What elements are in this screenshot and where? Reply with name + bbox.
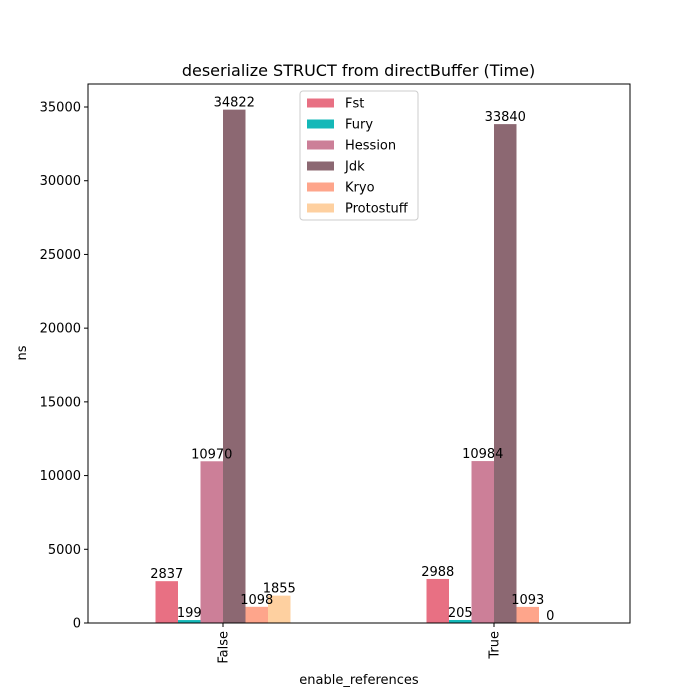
plot-area-frame xyxy=(87,83,631,624)
x-axis: False True xyxy=(217,623,503,664)
data-label-kryo-true: 1093 xyxy=(511,593,544,608)
bar-fst-false xyxy=(155,581,178,623)
data-label-fury-false: 199 xyxy=(177,606,202,621)
bar-hession-false xyxy=(200,461,223,623)
legend-label-fury: Fury xyxy=(345,118,373,133)
data-label-fury-true: 205 xyxy=(448,606,473,621)
x-axis-label: enable_references xyxy=(299,673,419,688)
bar-kryo-true xyxy=(516,606,539,623)
legend-swatch-hession xyxy=(307,140,334,150)
legend-label-hession: Hession xyxy=(345,139,396,154)
bar-protostuff-false xyxy=(268,595,291,623)
data-label-jdk-false: 34822 xyxy=(214,96,255,111)
y-tick-label: 25000 xyxy=(40,248,81,263)
bar-kryo-false xyxy=(245,606,268,623)
y-axis: 0 5000 10000 15000 20000 25000 30000 35000 xyxy=(40,101,88,632)
bars-group xyxy=(155,109,539,623)
legend: Fst Fury Hession Jdk Kryo Protostuff xyxy=(299,90,419,221)
y-tick-label: 20000 xyxy=(40,322,81,337)
legend-label-kryo: Kryo xyxy=(345,181,375,196)
bar-jdk-true xyxy=(494,124,517,623)
chart-title: deserialize STRUCT from directBuffer (Ti… xyxy=(182,61,535,80)
legend-label-fst: Fst xyxy=(345,97,364,112)
y-axis-label: ns xyxy=(15,345,30,360)
y-tick-label: 15000 xyxy=(40,395,81,410)
legend-label-protostuff: Protostuff xyxy=(345,202,409,217)
bar-fury-false xyxy=(178,620,201,623)
data-label-hession-true: 10984 xyxy=(462,447,503,462)
y-tick-label: 10000 xyxy=(40,469,81,484)
data-label-kryo-false: 1098 xyxy=(240,593,273,608)
data-label-fst-false: 2837 xyxy=(150,567,183,582)
data-label-protostuff-false: 1855 xyxy=(263,582,296,597)
x-tick-label: True xyxy=(488,631,503,660)
bar-fst-true xyxy=(426,578,449,623)
legend-swatch-jdk xyxy=(307,161,334,171)
bar-hession-true xyxy=(471,461,494,623)
x-tick-label: False xyxy=(217,631,232,664)
y-tick-label: 5000 xyxy=(48,543,81,558)
data-label-fst-true: 2988 xyxy=(421,565,454,580)
legend-label-jdk: Jdk xyxy=(344,160,365,175)
legend-swatch-protostuff xyxy=(307,203,334,213)
legend-swatch-fst xyxy=(307,98,334,108)
data-labels-group: 2837 2988 199 205 10970 10984 34822 33840 1098 10… xyxy=(150,96,554,624)
data-label-hession-false: 10970 xyxy=(191,447,232,462)
data-label-jdk-true: 33840 xyxy=(485,110,526,125)
bar-jdk-false xyxy=(223,109,246,623)
y-tick-label: 0 xyxy=(73,617,81,632)
y-tick-label: 30000 xyxy=(40,174,81,189)
data-label-protostuff-true: 0 xyxy=(546,609,554,624)
y-tick-label: 35000 xyxy=(40,101,81,116)
bar-fury-true xyxy=(449,619,472,623)
legend-swatch-kryo xyxy=(307,182,334,192)
legend-swatch-fury xyxy=(307,119,334,129)
